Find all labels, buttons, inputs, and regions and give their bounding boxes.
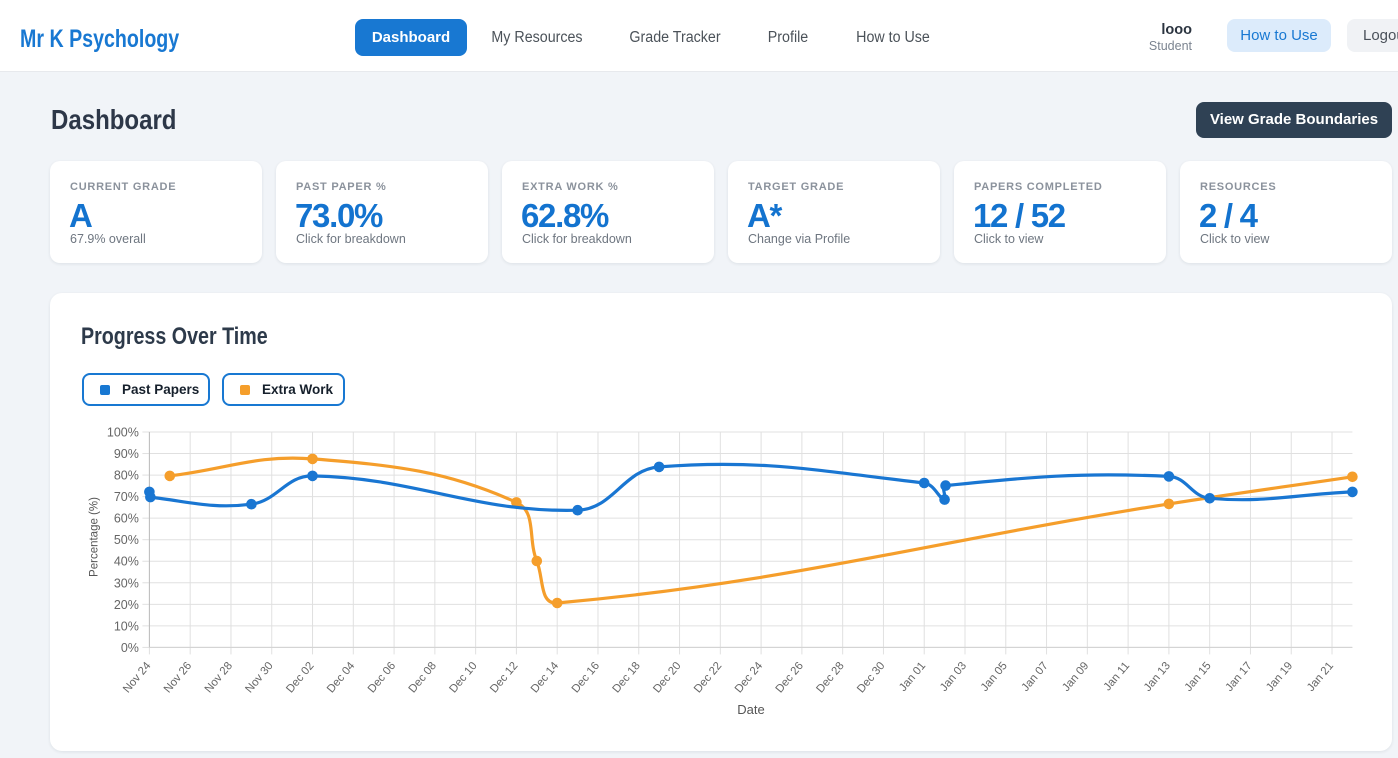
svg-text:40%: 40% bbox=[114, 555, 139, 569]
svg-text:Nov 28: Nov 28 bbox=[203, 660, 235, 695]
svg-text:Dec 18: Dec 18 bbox=[611, 660, 643, 695]
svg-text:Dec 10: Dec 10 bbox=[447, 660, 479, 695]
svg-text:Jan 19: Jan 19 bbox=[1264, 660, 1295, 694]
svg-text:Nov 26: Nov 26 bbox=[162, 660, 194, 695]
svg-text:50%: 50% bbox=[114, 533, 139, 547]
svg-text:Dec 04: Dec 04 bbox=[325, 660, 357, 695]
svg-text:Dec 20: Dec 20 bbox=[651, 660, 683, 695]
svg-text:Jan 21: Jan 21 bbox=[1305, 660, 1336, 694]
svg-text:Dec 24: Dec 24 bbox=[733, 660, 765, 695]
svg-text:10%: 10% bbox=[114, 619, 139, 633]
svg-text:Dec 02: Dec 02 bbox=[284, 660, 316, 695]
svg-text:Percentage (%): Percentage (%) bbox=[89, 497, 101, 577]
svg-text:Dec 16: Dec 16 bbox=[570, 660, 602, 695]
svg-text:Dec 06: Dec 06 bbox=[366, 660, 398, 695]
svg-text:Jan 09: Jan 09 bbox=[1060, 660, 1091, 694]
svg-text:60%: 60% bbox=[114, 512, 139, 526]
svg-text:Dec 26: Dec 26 bbox=[774, 660, 806, 695]
svg-text:Date: Date bbox=[737, 702, 764, 717]
svg-text:Dec 30: Dec 30 bbox=[855, 660, 887, 695]
svg-text:0%: 0% bbox=[121, 641, 139, 655]
svg-text:70%: 70% bbox=[114, 490, 139, 504]
svg-text:Dec 12: Dec 12 bbox=[488, 660, 520, 695]
svg-text:Jan 15: Jan 15 bbox=[1183, 660, 1214, 694]
svg-text:20%: 20% bbox=[114, 598, 139, 612]
svg-text:Jan 05: Jan 05 bbox=[979, 660, 1010, 694]
svg-text:Jan 17: Jan 17 bbox=[1223, 660, 1254, 694]
svg-text:Dec 22: Dec 22 bbox=[692, 660, 724, 695]
svg-text:80%: 80% bbox=[114, 469, 139, 483]
svg-text:Dec 08: Dec 08 bbox=[407, 660, 439, 695]
svg-text:Dec 28: Dec 28 bbox=[814, 660, 846, 695]
svg-text:Jan 13: Jan 13 bbox=[1142, 660, 1173, 694]
svg-text:Dec 14: Dec 14 bbox=[529, 660, 561, 695]
svg-text:Jan 03: Jan 03 bbox=[938, 660, 969, 694]
svg-text:30%: 30% bbox=[114, 576, 139, 590]
svg-text:100%: 100% bbox=[107, 426, 139, 440]
svg-text:Nov 24: Nov 24 bbox=[121, 660, 153, 695]
svg-text:90%: 90% bbox=[114, 447, 139, 461]
svg-text:Nov 30: Nov 30 bbox=[243, 660, 275, 695]
svg-text:Jan 11: Jan 11 bbox=[1102, 660, 1133, 693]
svg-text:Jan 07: Jan 07 bbox=[1020, 660, 1051, 694]
svg-text:Jan 01: Jan 01 bbox=[897, 660, 928, 694]
